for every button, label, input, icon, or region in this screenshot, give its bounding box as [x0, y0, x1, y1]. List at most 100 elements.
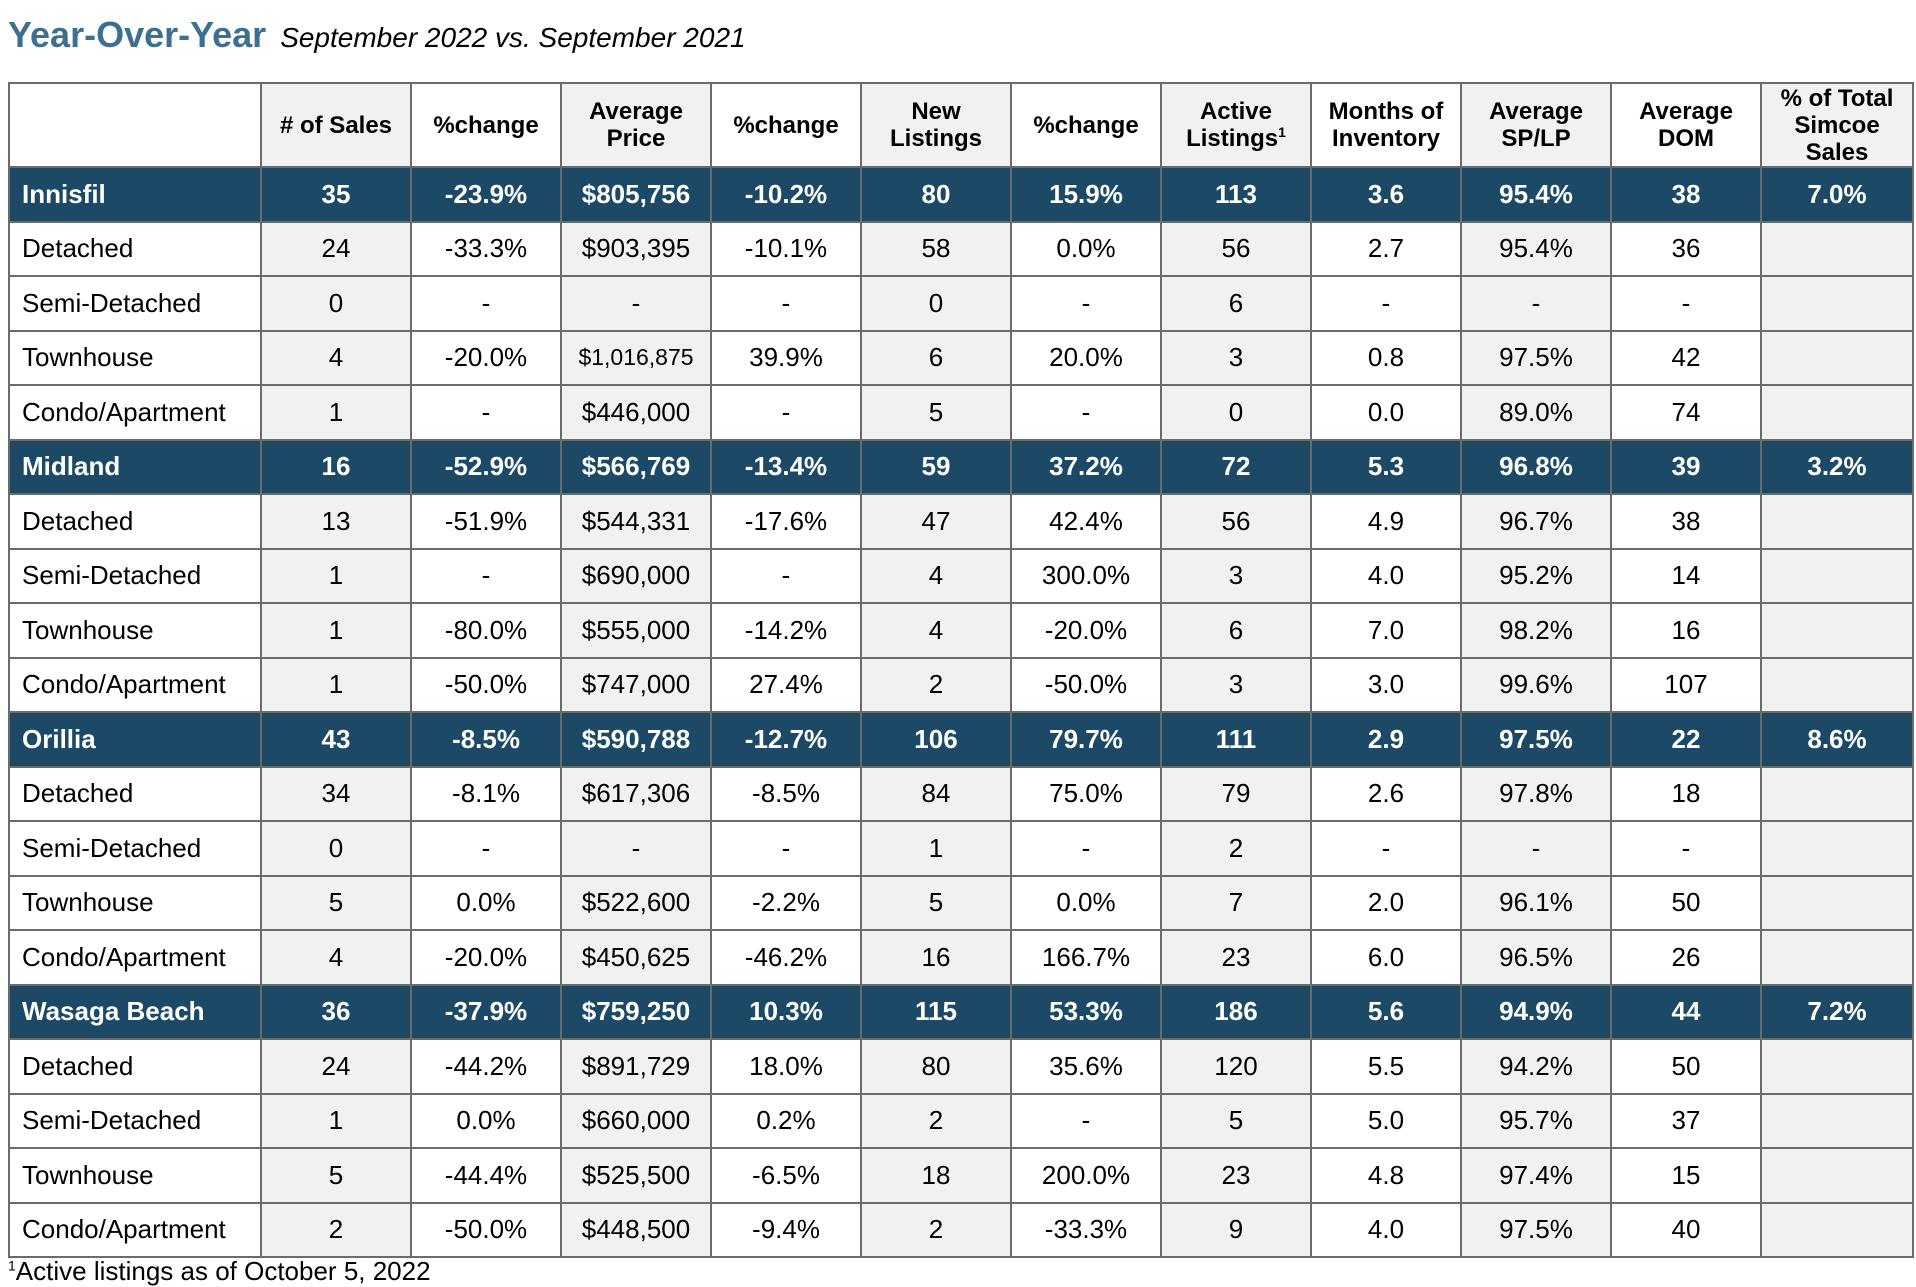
table-cell: 1 — [260, 1092, 412, 1149]
table-cell: 16 — [1610, 602, 1762, 659]
table-cell: 37 — [1610, 1092, 1762, 1149]
table-cell: -10.1% — [710, 220, 862, 277]
property-type-row: Semi-Detached 0- - -0-6- - - — [8, 275, 1914, 332]
table-cell: -52.9% — [410, 438, 562, 495]
table-cell: - — [710, 384, 862, 441]
table-cell — [1760, 1092, 1914, 1149]
header-cell: % of Total Simcoe Sales — [1760, 82, 1914, 168]
table-cell: 1 — [260, 384, 412, 441]
table-cell: 18 — [860, 1147, 1012, 1204]
table-cell: 58 — [860, 220, 1012, 277]
table-cell: 98.2% — [1460, 602, 1612, 659]
table-cell: $660,000 — [560, 1092, 712, 1149]
table-cell: 13 — [260, 493, 412, 550]
table-cell: 120 — [1160, 1038, 1312, 1095]
row-label: Condo/Apartment — [8, 656, 262, 713]
table-cell — [1760, 1147, 1914, 1204]
table-cell: 3.0 — [1310, 656, 1462, 713]
table-cell: 3.2% — [1760, 438, 1914, 495]
property-type-row: Semi-Detached 1 0.0% $660,000 0.2% 2-5 5.0 95.7… — [8, 1092, 1914, 1149]
table-cell: 95.2% — [1460, 547, 1612, 604]
table-cell: 40 — [1610, 1201, 1762, 1258]
area-row: Wasaga Beach 36 -37.9% $759,250 10.3% 115 53.3… — [8, 983, 1914, 1040]
table-body: Innisfil 35 -23.9% $805,756 -10.2% 80 15.9% 113… — [8, 166, 1914, 1258]
table-cell: 0.2% — [710, 1092, 862, 1149]
table-cell: 106 — [860, 711, 1012, 768]
table-cell: 97.5% — [1460, 711, 1612, 768]
table-cell: 18.0% — [710, 1038, 862, 1095]
table-cell: -10.2% — [710, 166, 862, 223]
table-cell — [1760, 275, 1914, 332]
table-cell — [1760, 220, 1914, 277]
table-cell: 9 — [1160, 1201, 1312, 1258]
table-cell: 6 — [1160, 275, 1312, 332]
property-type-row: Condo/Apartment 1- $446,000-5-0 0.0 89.0% 74 — [8, 384, 1914, 441]
header-cell: %change — [1010, 82, 1162, 168]
table-cell: 96.5% — [1460, 929, 1612, 986]
table-cell: $544,331 — [560, 493, 712, 550]
table-cell: 5.3 — [1310, 438, 1462, 495]
table-cell: 3 — [1160, 329, 1312, 386]
table-cell: 5 — [860, 384, 1012, 441]
property-type-row: Townhouse 4 -20.0% $1,016,875 39.9% 6 20.0% 3 0.… — [8, 329, 1914, 386]
table-cell: 4.0 — [1310, 547, 1462, 604]
table-cell: -8.5% — [710, 765, 862, 822]
table-cell: 7 — [1160, 874, 1312, 931]
table-cell: 113 — [1160, 166, 1312, 223]
table-cell: -14.2% — [710, 602, 862, 659]
table-cell: 200.0% — [1010, 1147, 1162, 1204]
page-subtitle: September 2022 vs. September 2021 — [280, 22, 746, 53]
table-cell: 99.6% — [1460, 656, 1612, 713]
header-row: # of Sales %change Average Price %change… — [8, 82, 1914, 168]
table-cell: 115 — [860, 983, 1012, 1040]
table-cell: 47 — [860, 493, 1012, 550]
table-cell — [1760, 602, 1914, 659]
table-cell: 111 — [1160, 711, 1312, 768]
table-cell: 5 — [1160, 1092, 1312, 1149]
table-cell — [1760, 329, 1914, 386]
header-cell: Average DOM — [1610, 82, 1762, 168]
table-cell: 97.5% — [1460, 329, 1612, 386]
table-cell: 4 — [260, 929, 412, 986]
page-title: Year-Over-Year — [8, 14, 267, 55]
table-cell: 4.8 — [1310, 1147, 1462, 1204]
table-cell: 7.0 — [1310, 602, 1462, 659]
table-cell: -20.0% — [1010, 602, 1162, 659]
table-cell: -6.5% — [710, 1147, 862, 1204]
row-label: Townhouse — [8, 874, 262, 931]
table-cell: 186 — [1160, 983, 1312, 1040]
property-type-row: Semi-Detached 1- $690,000-4 300.0% 3 4.0 95.2%… — [8, 547, 1914, 604]
table-cell: 95.7% — [1460, 1092, 1612, 1149]
table-cell: $805,756 — [560, 166, 712, 223]
table-cell: 300.0% — [1010, 547, 1162, 604]
table-cell: 1 — [260, 656, 412, 713]
row-label: Condo/Apartment — [8, 929, 262, 986]
footnote-marker: 1 — [1278, 124, 1286, 140]
table-cell: 24 — [260, 1038, 412, 1095]
table-cell: 50 — [1610, 1038, 1762, 1095]
table-cell: 97.5% — [1460, 1201, 1612, 1258]
table-cell: 35.6% — [1010, 1038, 1162, 1095]
table-cell: 5.0 — [1310, 1092, 1462, 1149]
row-label: Midland — [8, 438, 262, 495]
table-cell: 39.9% — [710, 329, 862, 386]
table-cell: 97.8% — [1460, 765, 1612, 822]
table-cell: -46.2% — [710, 929, 862, 986]
table-cell: 36 — [1610, 220, 1762, 277]
table-cell: - — [1610, 820, 1762, 877]
table-cell: 2.7 — [1310, 220, 1462, 277]
table-cell: - — [410, 384, 562, 441]
table-cell: -9.4% — [710, 1201, 862, 1258]
table-cell: - — [1460, 820, 1612, 877]
table-cell: - — [1010, 275, 1162, 332]
table-cell: 16 — [860, 929, 1012, 986]
table-cell: 38 — [1610, 166, 1762, 223]
row-label: Innisfil — [8, 166, 262, 223]
table-cell: - — [1010, 384, 1162, 441]
table-cell: $1,016,875 — [560, 329, 712, 386]
table-cell: 23 — [1160, 929, 1312, 986]
table-cell: 94.2% — [1460, 1038, 1612, 1095]
table-cell: 95.4% — [1460, 220, 1612, 277]
table-cell: 0.0% — [410, 1092, 562, 1149]
table-cell: 56 — [1160, 220, 1312, 277]
